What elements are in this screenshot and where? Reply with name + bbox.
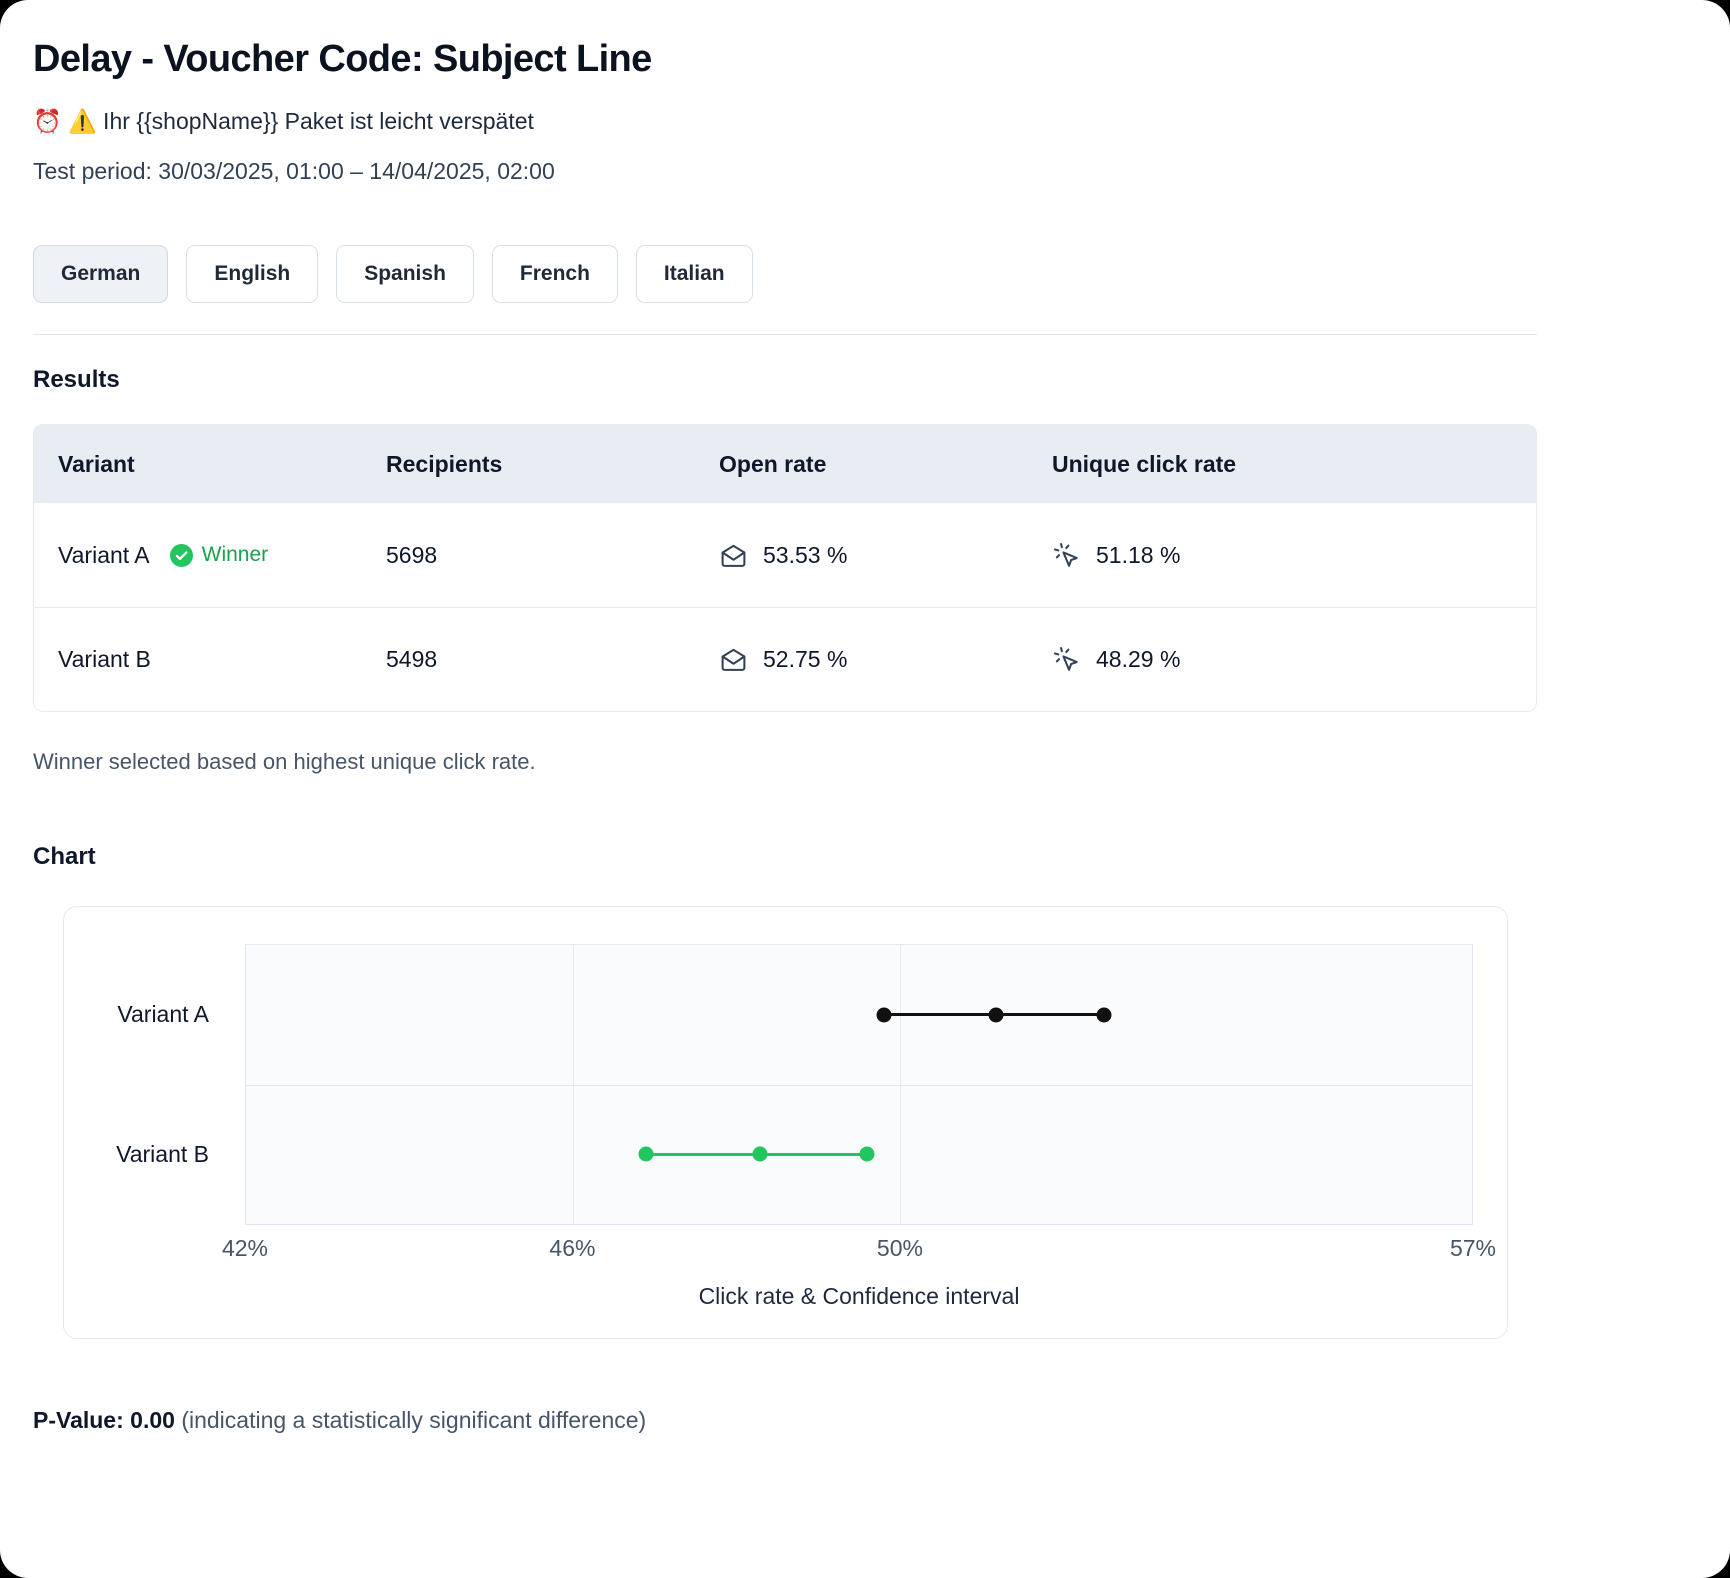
x-tick-label: 57%: [1449, 1235, 1497, 1261]
category-label-variant-b: Variant B: [116, 1141, 209, 1168]
ci-dot-mid: [988, 1007, 1004, 1023]
variant-cell: Variant A Winner: [34, 542, 362, 569]
p-value-value: 0.00: [130, 1407, 175, 1433]
open-rate-value: 52.75 %: [763, 646, 848, 672]
open-rate-value: 53.53 %: [763, 541, 848, 568]
ci-dot-mid: [752, 1146, 768, 1162]
x-axis-ticks: 42% 46% 50% 57%: [222, 1235, 1496, 1267]
p-value-line: P-Value: 0.00 (indicating a statisticall…: [33, 1407, 1537, 1434]
tab-english[interactable]: English: [186, 245, 319, 303]
ci-dot-low: [876, 1007, 892, 1023]
tab-german[interactable]: German: [33, 245, 169, 303]
ci-dot-high: [859, 1146, 875, 1162]
open-rate-cell: 53.53 %: [695, 541, 1028, 570]
results-heading: Results: [33, 366, 120, 393]
check-circle-icon: [169, 543, 193, 567]
divider: [33, 334, 1537, 335]
mail-open-icon: [719, 541, 748, 570]
open-rate-cell: 52.75 %: [695, 645, 1028, 674]
table-header-row: Variant Recipients Open rate Unique clic…: [34, 425, 1536, 503]
subject-line: ⏰ ⚠️ Ihr {{shopName}} Paket ist leicht v…: [33, 108, 534, 134]
unique-click-rate-cell: 51.18 %: [1028, 541, 1536, 570]
x-axis-label: Click rate & Confidence interval: [698, 1283, 1020, 1309]
ci-dot-high: [1096, 1007, 1112, 1023]
page-title: Delay - Voucher Code: Subject Line: [33, 38, 652, 80]
chart-plot-area: [245, 944, 1473, 1225]
unique-click-rate-value: 48.29 %: [1096, 646, 1181, 672]
category-labels: Variant A Variant B: [64, 944, 245, 1225]
chart-card: Variant A Variant B: [63, 906, 1508, 1339]
mail-open-icon: [719, 645, 748, 674]
column-header-open-rate: Open rate: [719, 450, 827, 477]
language-tabs: German English Spanish French Italian: [33, 245, 1537, 303]
table-row-variant-a: Variant A Winner 5698 53.53 %: [34, 503, 1536, 607]
x-tick-label: 50%: [876, 1235, 923, 1261]
recipients-value: 5698: [386, 541, 438, 568]
test-period: Test period: 30/03/2025, 01:00 – 14/04/2…: [33, 158, 555, 184]
variant-name: Variant B: [58, 646, 151, 672]
page-content: Delay - Voucher Code: Subject Line ⏰ ⚠️ …: [33, 38, 1537, 1434]
chart-heading: Chart: [33, 843, 96, 870]
unique-click-rate-cell: 48.29 %: [1028, 645, 1536, 674]
column-header-unique-click-rate: Unique click rate: [1052, 450, 1237, 477]
tab-spanish[interactable]: Spanish: [336, 245, 474, 303]
tab-french[interactable]: French: [491, 245, 618, 303]
category-label-variant-a: Variant A: [117, 1000, 209, 1027]
row-separator: [246, 1084, 1472, 1086]
x-tick-label: 46%: [549, 1235, 596, 1261]
ci-dot-low: [638, 1146, 654, 1162]
winner-badge: Winner: [169, 543, 269, 567]
p-value-label: P-Value:: [33, 1407, 124, 1433]
cursor-click-icon: [1052, 541, 1081, 570]
column-header-variant: Variant: [58, 450, 135, 477]
winner-label: Winner: [201, 543, 269, 566]
variant-cell: Variant B: [34, 646, 362, 673]
results-footnote: Winner selected based on highest unique …: [33, 749, 536, 774]
tab-italian[interactable]: Italian: [635, 245, 753, 303]
variant-name: Variant A: [58, 541, 150, 568]
x-tick-label: 42%: [221, 1235, 269, 1261]
results-table: Variant Recipients Open rate Unique clic…: [33, 424, 1537, 712]
table-row-variant-b: Variant B 5498 52.75 % 48.29 %: [34, 607, 1536, 711]
column-header-recipients: Recipients: [386, 450, 503, 477]
unique-click-rate-value: 51.18 %: [1096, 541, 1181, 568]
cursor-click-icon: [1052, 645, 1081, 674]
plot-wrap: Variant A Variant B: [64, 944, 1507, 1225]
recipients-value: 5498: [386, 646, 438, 672]
p-value-note: (indicating a statistically significant …: [181, 1407, 647, 1433]
